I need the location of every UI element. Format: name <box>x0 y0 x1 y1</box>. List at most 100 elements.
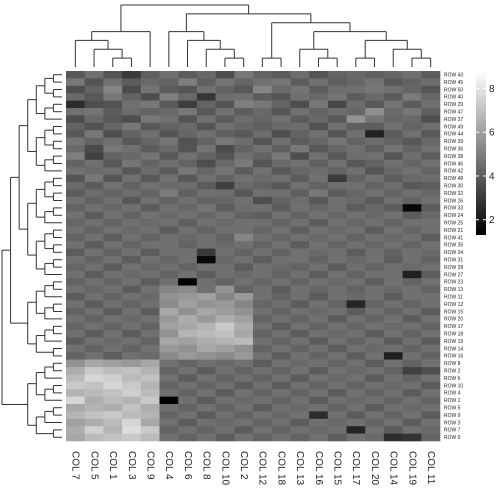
heatmap-cell <box>140 285 160 294</box>
heatmap-cell <box>253 389 272 397</box>
heatmap-cell <box>122 182 142 190</box>
heatmap-cell <box>66 270 85 279</box>
heatmap-cell <box>196 433 216 442</box>
heatmap-cell <box>178 359 198 368</box>
heatmap-cell <box>159 270 179 279</box>
heatmap-cell <box>103 411 123 420</box>
heatmap-cell <box>196 233 216 242</box>
heatmap-cell <box>215 315 235 323</box>
heatmap-cell <box>346 115 366 124</box>
heatmap-cell <box>383 315 403 323</box>
heatmap-cell <box>365 315 385 323</box>
heatmap-cell <box>66 189 85 198</box>
heatmap-cell <box>421 322 441 331</box>
heatmap-cell <box>402 322 422 331</box>
column-label: COL 14 <box>388 451 399 486</box>
heatmap-cell <box>234 426 254 434</box>
heatmap-cell <box>234 130 254 138</box>
heatmap-cell <box>421 300 441 309</box>
heatmap-cell <box>122 78 142 87</box>
heatmap-cell <box>421 152 441 161</box>
heatmap-cell <box>402 196 422 205</box>
heatmap-cell <box>196 211 216 220</box>
heatmap-cell <box>402 219 422 227</box>
heatmap-cell <box>178 182 198 190</box>
heatmap-cell <box>309 263 329 272</box>
heatmap-cell <box>178 233 198 242</box>
heatmap-cell <box>253 330 272 338</box>
heatmap-cell <box>66 411 85 420</box>
heatmap-cell <box>327 233 347 242</box>
heatmap-cell <box>346 263 366 272</box>
heatmap-cell <box>365 108 385 116</box>
heatmap-cell <box>234 145 254 153</box>
heatmap-cell <box>159 211 179 220</box>
heatmap-cell <box>103 196 123 205</box>
heatmap-cell <box>159 248 179 257</box>
heatmap-cell <box>140 78 160 87</box>
heatmap-cell <box>402 418 422 427</box>
heatmap-cell <box>253 359 272 368</box>
heatmap-cell <box>421 226 441 235</box>
heatmap-cell <box>309 71 329 79</box>
heatmap-cell <box>196 130 216 138</box>
heatmap-cell <box>196 226 216 235</box>
heatmap-cell <box>383 307 403 316</box>
heatmap-cell <box>383 93 403 101</box>
heatmap-cell <box>84 226 104 235</box>
heatmap-cell <box>215 256 235 264</box>
heatmap-cell <box>365 337 385 346</box>
colorbar-tick-label: 2 <box>489 215 495 226</box>
heatmap-cell <box>66 248 85 257</box>
heatmap-cell <box>253 270 272 279</box>
heatmap-cell <box>140 93 160 101</box>
heatmap-cell <box>122 322 142 331</box>
heatmap-cell <box>309 174 329 183</box>
row-label: ROW 34 <box>444 250 463 256</box>
heatmap-cell <box>178 241 198 249</box>
heatmap-cell <box>140 100 160 109</box>
heatmap-cell <box>253 115 272 124</box>
heatmap-cell <box>178 352 198 360</box>
heatmap-cell <box>421 85 441 94</box>
heatmap-cell <box>402 248 422 257</box>
heatmap-cell <box>122 145 142 153</box>
heatmap-cell <box>346 307 366 316</box>
heatmap-cell <box>309 248 329 257</box>
heatmap-cell <box>234 71 254 79</box>
heatmap-cell <box>346 122 366 131</box>
heatmap-cell <box>271 174 291 183</box>
heatmap-cell <box>159 307 179 316</box>
heatmap-cell <box>84 130 104 138</box>
heatmap-cell <box>66 130 85 138</box>
heatmap-cell <box>309 433 329 442</box>
heatmap-cell <box>365 270 385 279</box>
heatmap-cell <box>122 115 142 124</box>
heatmap-cell <box>365 330 385 338</box>
row-label: ROW 30 <box>444 184 463 190</box>
heatmap-cell <box>402 367 422 375</box>
heatmap-cell <box>140 381 160 390</box>
heatmap-cell <box>309 233 329 242</box>
heatmap-cell <box>234 241 254 249</box>
heatmap-cell <box>383 433 403 442</box>
heatmap-cell <box>421 278 441 286</box>
heatmap-cell <box>178 270 198 279</box>
heatmap-cell <box>346 71 366 79</box>
heatmap-cell <box>402 85 422 94</box>
heatmap-cell <box>122 130 142 138</box>
heatmap-cell <box>402 78 422 87</box>
heatmap-cell <box>327 248 347 257</box>
heatmap-cell <box>253 374 272 383</box>
heatmap-cell <box>84 293 104 301</box>
heatmap-cell <box>159 426 179 434</box>
heatmap-cell <box>402 359 422 368</box>
heatmap-cell <box>122 189 142 198</box>
heatmap-cell <box>215 219 235 227</box>
heatmap-cell <box>253 293 272 301</box>
heatmap-cell <box>234 152 254 161</box>
heatmap-cell <box>103 300 123 309</box>
heatmap-cell <box>271 389 291 397</box>
heatmap-cell <box>327 78 347 87</box>
heatmap-cell <box>234 374 254 383</box>
